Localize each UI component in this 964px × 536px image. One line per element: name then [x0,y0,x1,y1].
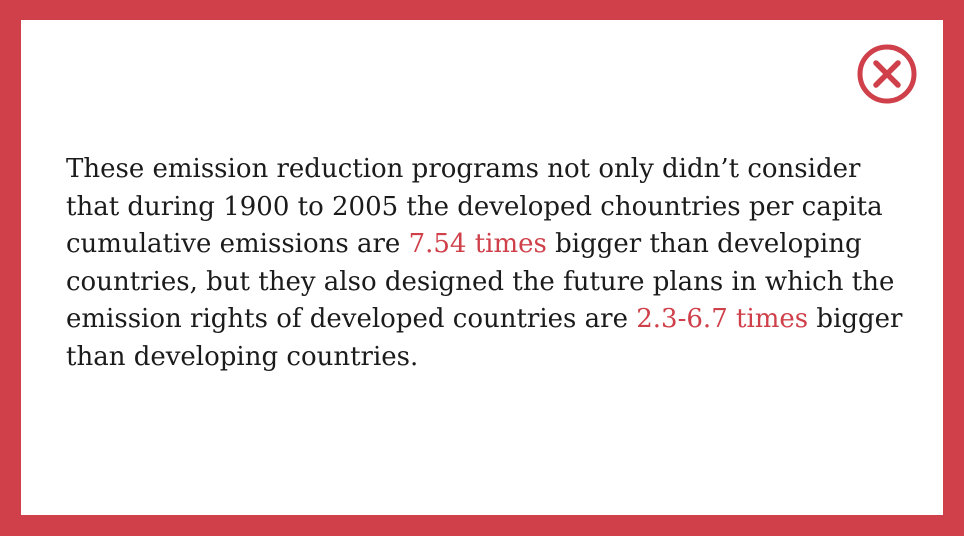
message-text-3: bigger than developing countries. [66,304,903,372]
dialog-panel: These emission reduction programs not on… [21,20,943,515]
message-text-2: bigger than developing countries, but th… [66,229,895,334]
highlight-ratio-historical: 7.54 times [408,229,547,259]
dialog-message: These emission reduction programs not on… [66,151,916,376]
close-button[interactable] [857,44,917,104]
close-circle-icon [857,44,917,104]
highlight-ratio-future: 2.3-6.7 times [636,304,809,334]
message-text-1: These emission reduction programs not on… [66,154,883,259]
